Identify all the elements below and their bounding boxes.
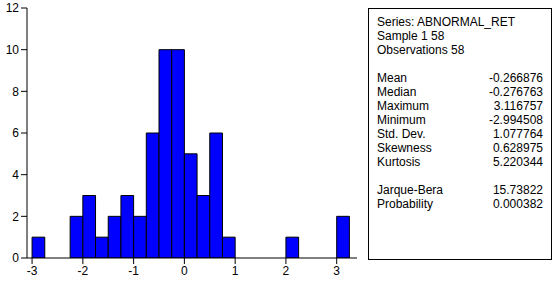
svg-text:8: 8 [12,85,19,99]
svg-text:-2: -2 [78,264,89,278]
html-text:Median: Median [377,85,417,99]
svg-text:0: 0 [12,251,19,265]
html-text:3.116757: 3.116757 [493,99,543,113]
svg-text:-1: -1 [128,264,139,278]
html-text:Probability: Probability [377,197,433,211]
svg-text:4: 4 [12,168,19,182]
html-text:Skewness: Skewness [377,141,432,155]
svg-text:6: 6 [12,126,19,140]
html-text:Jarque-Bera: Jarque-Bera [377,183,443,197]
svg-text:1: 1 [232,264,239,278]
html-text:Series: ABNORMAL_RET: Series: ABNORMAL_RET [377,15,515,29]
html-text:15.73822: 15.73822 [492,183,543,197]
html-text:1.077764: 1.077764 [492,127,543,141]
html-text:-0.266876: -0.266876 [489,71,543,85]
svg-text:-3: -3 [27,264,38,278]
svg-text:12: 12 [8,1,19,15]
html-text:0.000382: 0.000382 [492,197,543,211]
html-text:-0.276763: -0.276763 [489,85,543,99]
html-text:0.628975: 0.628975 [492,141,543,155]
html-text:5.220344: 5.220344 [492,155,543,169]
html-text:Mean: Mean [377,71,407,85]
svg-text:3: 3 [333,264,340,278]
html-text:Std. Dev.: Std. Dev. [377,127,426,141]
svg-text:10: 10 [8,43,19,57]
svg-text:2: 2 [12,210,19,224]
html-text:Observations 58: Observations 58 [377,43,465,57]
svg-text:0: 0 [181,264,188,278]
svg-text:2: 2 [283,264,290,278]
html-text:Maximum: Maximum [377,99,429,113]
html-text:Minimum: Minimum [377,113,426,127]
html-text:-2.994508: -2.994508 [489,113,543,127]
html-text:Kurtosis: Kurtosis [377,155,421,169]
html-text:Sample 1 58: Sample 1 58 [377,29,445,43]
